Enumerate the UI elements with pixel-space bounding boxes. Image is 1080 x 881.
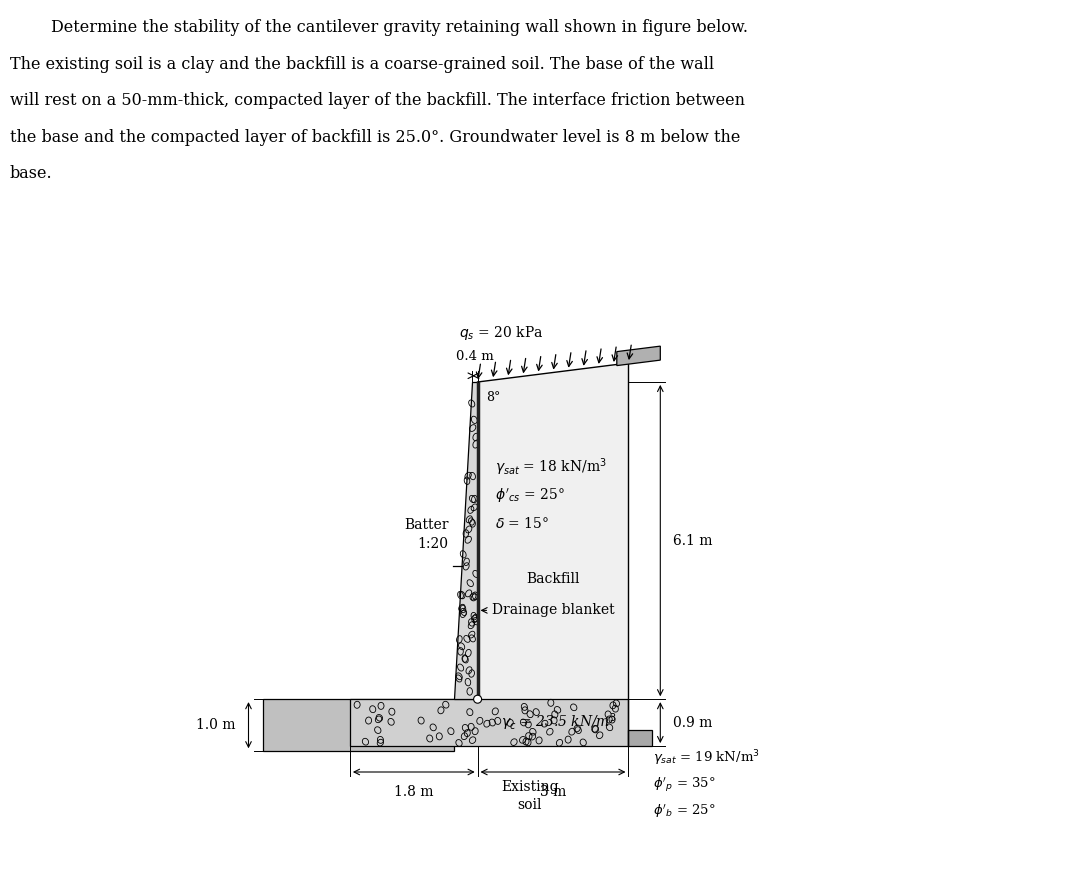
Text: Determine the stability of the cantilever gravity retaining wall shown in figure: Determine the stability of the cantileve…	[10, 19, 748, 36]
Polygon shape	[617, 346, 660, 366]
Text: 0.9 m: 0.9 m	[673, 715, 713, 729]
Text: 1.8 m: 1.8 m	[394, 785, 433, 799]
Text: $\phi'_b$ = 25°: $\phi'_b$ = 25°	[652, 803, 716, 820]
Text: $\phi'_p$ = 35°: $\phi'_p$ = 35°	[652, 775, 716, 794]
Text: $\phi'_{cs}$ = 25°: $\phi'_{cs}$ = 25°	[495, 486, 565, 505]
Circle shape	[474, 695, 482, 703]
Polygon shape	[477, 363, 629, 700]
Polygon shape	[350, 700, 629, 746]
Text: Backfill: Backfill	[526, 572, 580, 586]
Text: Batter
1:20: Batter 1:20	[404, 517, 448, 551]
Text: 0.4 m: 0.4 m	[456, 350, 494, 363]
Text: Existing
soil: Existing soil	[501, 780, 558, 812]
Text: $\gamma_c$ = 23.5 kN/m$^3$: $\gamma_c$ = 23.5 kN/m$^3$	[501, 712, 617, 733]
Polygon shape	[455, 382, 477, 700]
Text: 3 m: 3 m	[540, 785, 566, 799]
Text: The existing soil is a clay and the backfill is a coarse-grained soil. The base : The existing soil is a clay and the back…	[10, 56, 714, 72]
Text: will rest on a 50-mm-thick, compacted layer of the backfill. The interface frict: will rest on a 50-mm-thick, compacted la…	[10, 92, 745, 109]
Text: the base and the compacted layer of backfill is 25.0°. Groundwater level is 8 m : the base and the compacted layer of back…	[10, 129, 741, 145]
Text: base.: base.	[10, 165, 53, 182]
Text: $\gamma_{sat}$ = 19 kN/m$^3$: $\gamma_{sat}$ = 19 kN/m$^3$	[652, 749, 759, 768]
Text: 1.0 m: 1.0 m	[195, 718, 235, 732]
Polygon shape	[264, 700, 455, 751]
Text: Drainage blanket: Drainage blanket	[482, 603, 615, 618]
Text: 8°: 8°	[486, 391, 501, 404]
Text: $\delta$ = 15°: $\delta$ = 15°	[495, 516, 550, 531]
Text: 6.1 m: 6.1 m	[673, 534, 713, 548]
Text: $q_s$ = 20 kPa: $q_s$ = 20 kPa	[459, 323, 543, 342]
Text: $\gamma_{sat}$ = 18 kN/m$^3$: $\gamma_{sat}$ = 18 kN/m$^3$	[495, 457, 607, 478]
Polygon shape	[629, 730, 651, 746]
